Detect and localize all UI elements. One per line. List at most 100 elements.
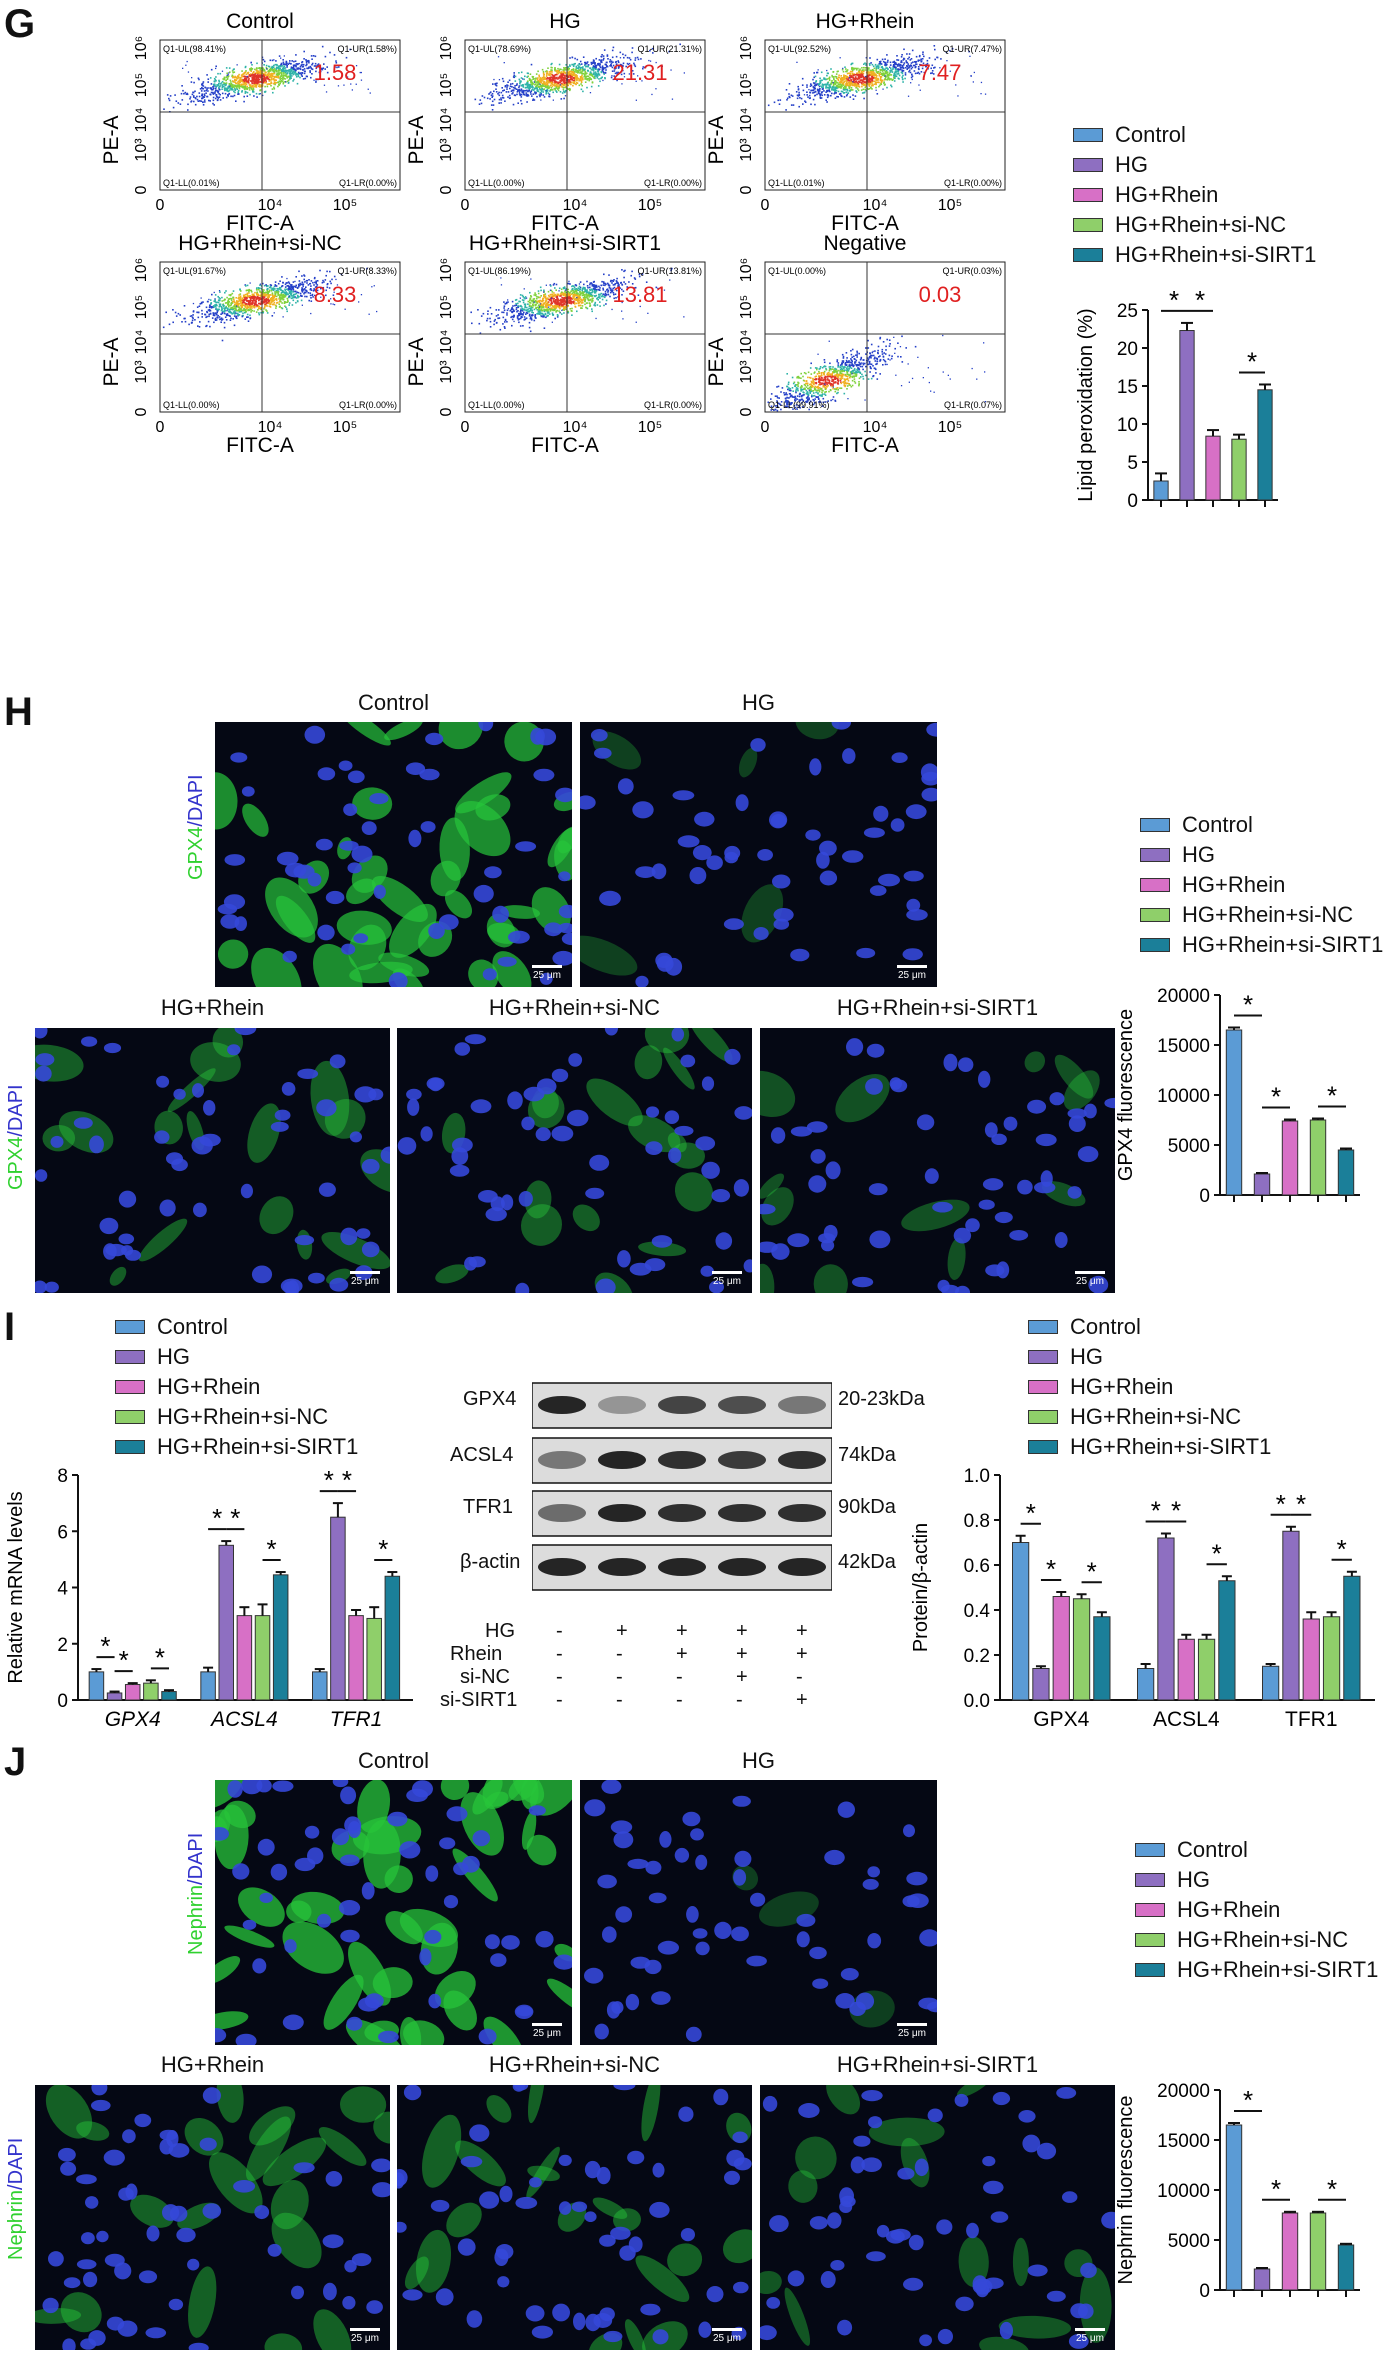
event-dot [226, 88, 229, 90]
event-dot [570, 78, 572, 80]
event-dot [214, 298, 216, 300]
event-dot [230, 85, 232, 87]
event-dot [880, 77, 882, 79]
event-dot [275, 307, 277, 309]
event-dot [234, 313, 236, 315]
event-dot [904, 74, 907, 76]
event-dot [281, 70, 283, 72]
event-dot [510, 90, 513, 93]
event-dot [880, 80, 883, 83]
event-dot [270, 73, 273, 75]
event-dot [231, 292, 234, 295]
event-dot [873, 80, 876, 83]
event-dot [304, 77, 307, 80]
event-dot [306, 60, 308, 62]
event-dot [283, 291, 285, 293]
event-dot [271, 88, 274, 90]
event-dot [274, 63, 277, 66]
event-dot [256, 298, 258, 300]
event-dot [845, 94, 848, 97]
event-dot [909, 71, 912, 74]
event-dot [931, 70, 934, 72]
event-dot [584, 303, 586, 306]
event-dot [525, 311, 528, 314]
event-dot [536, 87, 538, 89]
event-dot [258, 302, 260, 305]
event-dot [535, 73, 538, 75]
event-dot [546, 71, 549, 73]
event-dot [833, 89, 835, 91]
event-dot [582, 56, 585, 58]
event-dot [241, 90, 243, 92]
event-dot [598, 78, 600, 80]
event-dot [248, 295, 250, 297]
event-dot [906, 68, 908, 70]
event-dot [547, 85, 549, 87]
event-dot [865, 57, 867, 59]
event-dot [893, 66, 896, 69]
event-dot [855, 67, 858, 70]
event-dot [875, 65, 878, 68]
event-dot [887, 59, 889, 62]
event-dot [230, 311, 233, 314]
event-dot [192, 314, 194, 316]
event-dot [544, 81, 546, 84]
event-dot [833, 92, 836, 95]
event-dot [291, 75, 293, 77]
event-dot [474, 98, 477, 101]
event-dot [572, 84, 574, 87]
event-dot [274, 281, 277, 283]
event-dot [302, 69, 304, 71]
event-dot [542, 79, 545, 81]
event-dot [230, 302, 232, 305]
event-dot [633, 62, 635, 65]
event-dot [606, 55, 609, 57]
event-dot [373, 285, 375, 287]
event-dot [575, 65, 578, 68]
event-dot [304, 295, 306, 298]
event-dot [264, 303, 267, 306]
event-dot [301, 61, 304, 63]
event-dot [889, 66, 891, 68]
event-dot [234, 311, 236, 313]
event-dot [530, 90, 533, 92]
event-dot [852, 81, 854, 83]
event-dot [527, 303, 529, 305]
event-dot [262, 282, 264, 285]
event-dot [557, 70, 559, 73]
event-dot [279, 69, 281, 72]
event-dot [371, 286, 373, 288]
event-dot [238, 73, 240, 76]
event-dot [886, 75, 889, 77]
event-dot [538, 75, 541, 78]
event-dot [911, 75, 914, 78]
event-dot [281, 77, 283, 80]
event-dot [193, 96, 195, 98]
event-dot [251, 293, 254, 296]
event-dot [216, 301, 218, 304]
event-dot [547, 77, 550, 79]
event-dot [907, 67, 909, 69]
event-dot [228, 314, 231, 317]
event-dot [818, 84, 820, 86]
event-dot [249, 305, 252, 308]
event-dot [265, 284, 267, 286]
event-dot [229, 308, 232, 311]
event-dot [278, 55, 281, 57]
event-dot [227, 298, 230, 300]
event-dot [214, 97, 217, 100]
event-dot [539, 95, 541, 98]
event-dot [268, 296, 270, 298]
event-dot [903, 57, 905, 60]
event-dot [318, 66, 321, 69]
event-dot [257, 70, 260, 72]
event-dot [270, 74, 272, 77]
event-dot [543, 81, 546, 83]
event-dot [536, 90, 538, 92]
event-dot [244, 297, 246, 299]
event-dot [895, 75, 898, 77]
event-dot [537, 80, 539, 82]
event-dot [586, 75, 588, 77]
event-dot [232, 312, 234, 315]
event-dot [221, 307, 223, 310]
